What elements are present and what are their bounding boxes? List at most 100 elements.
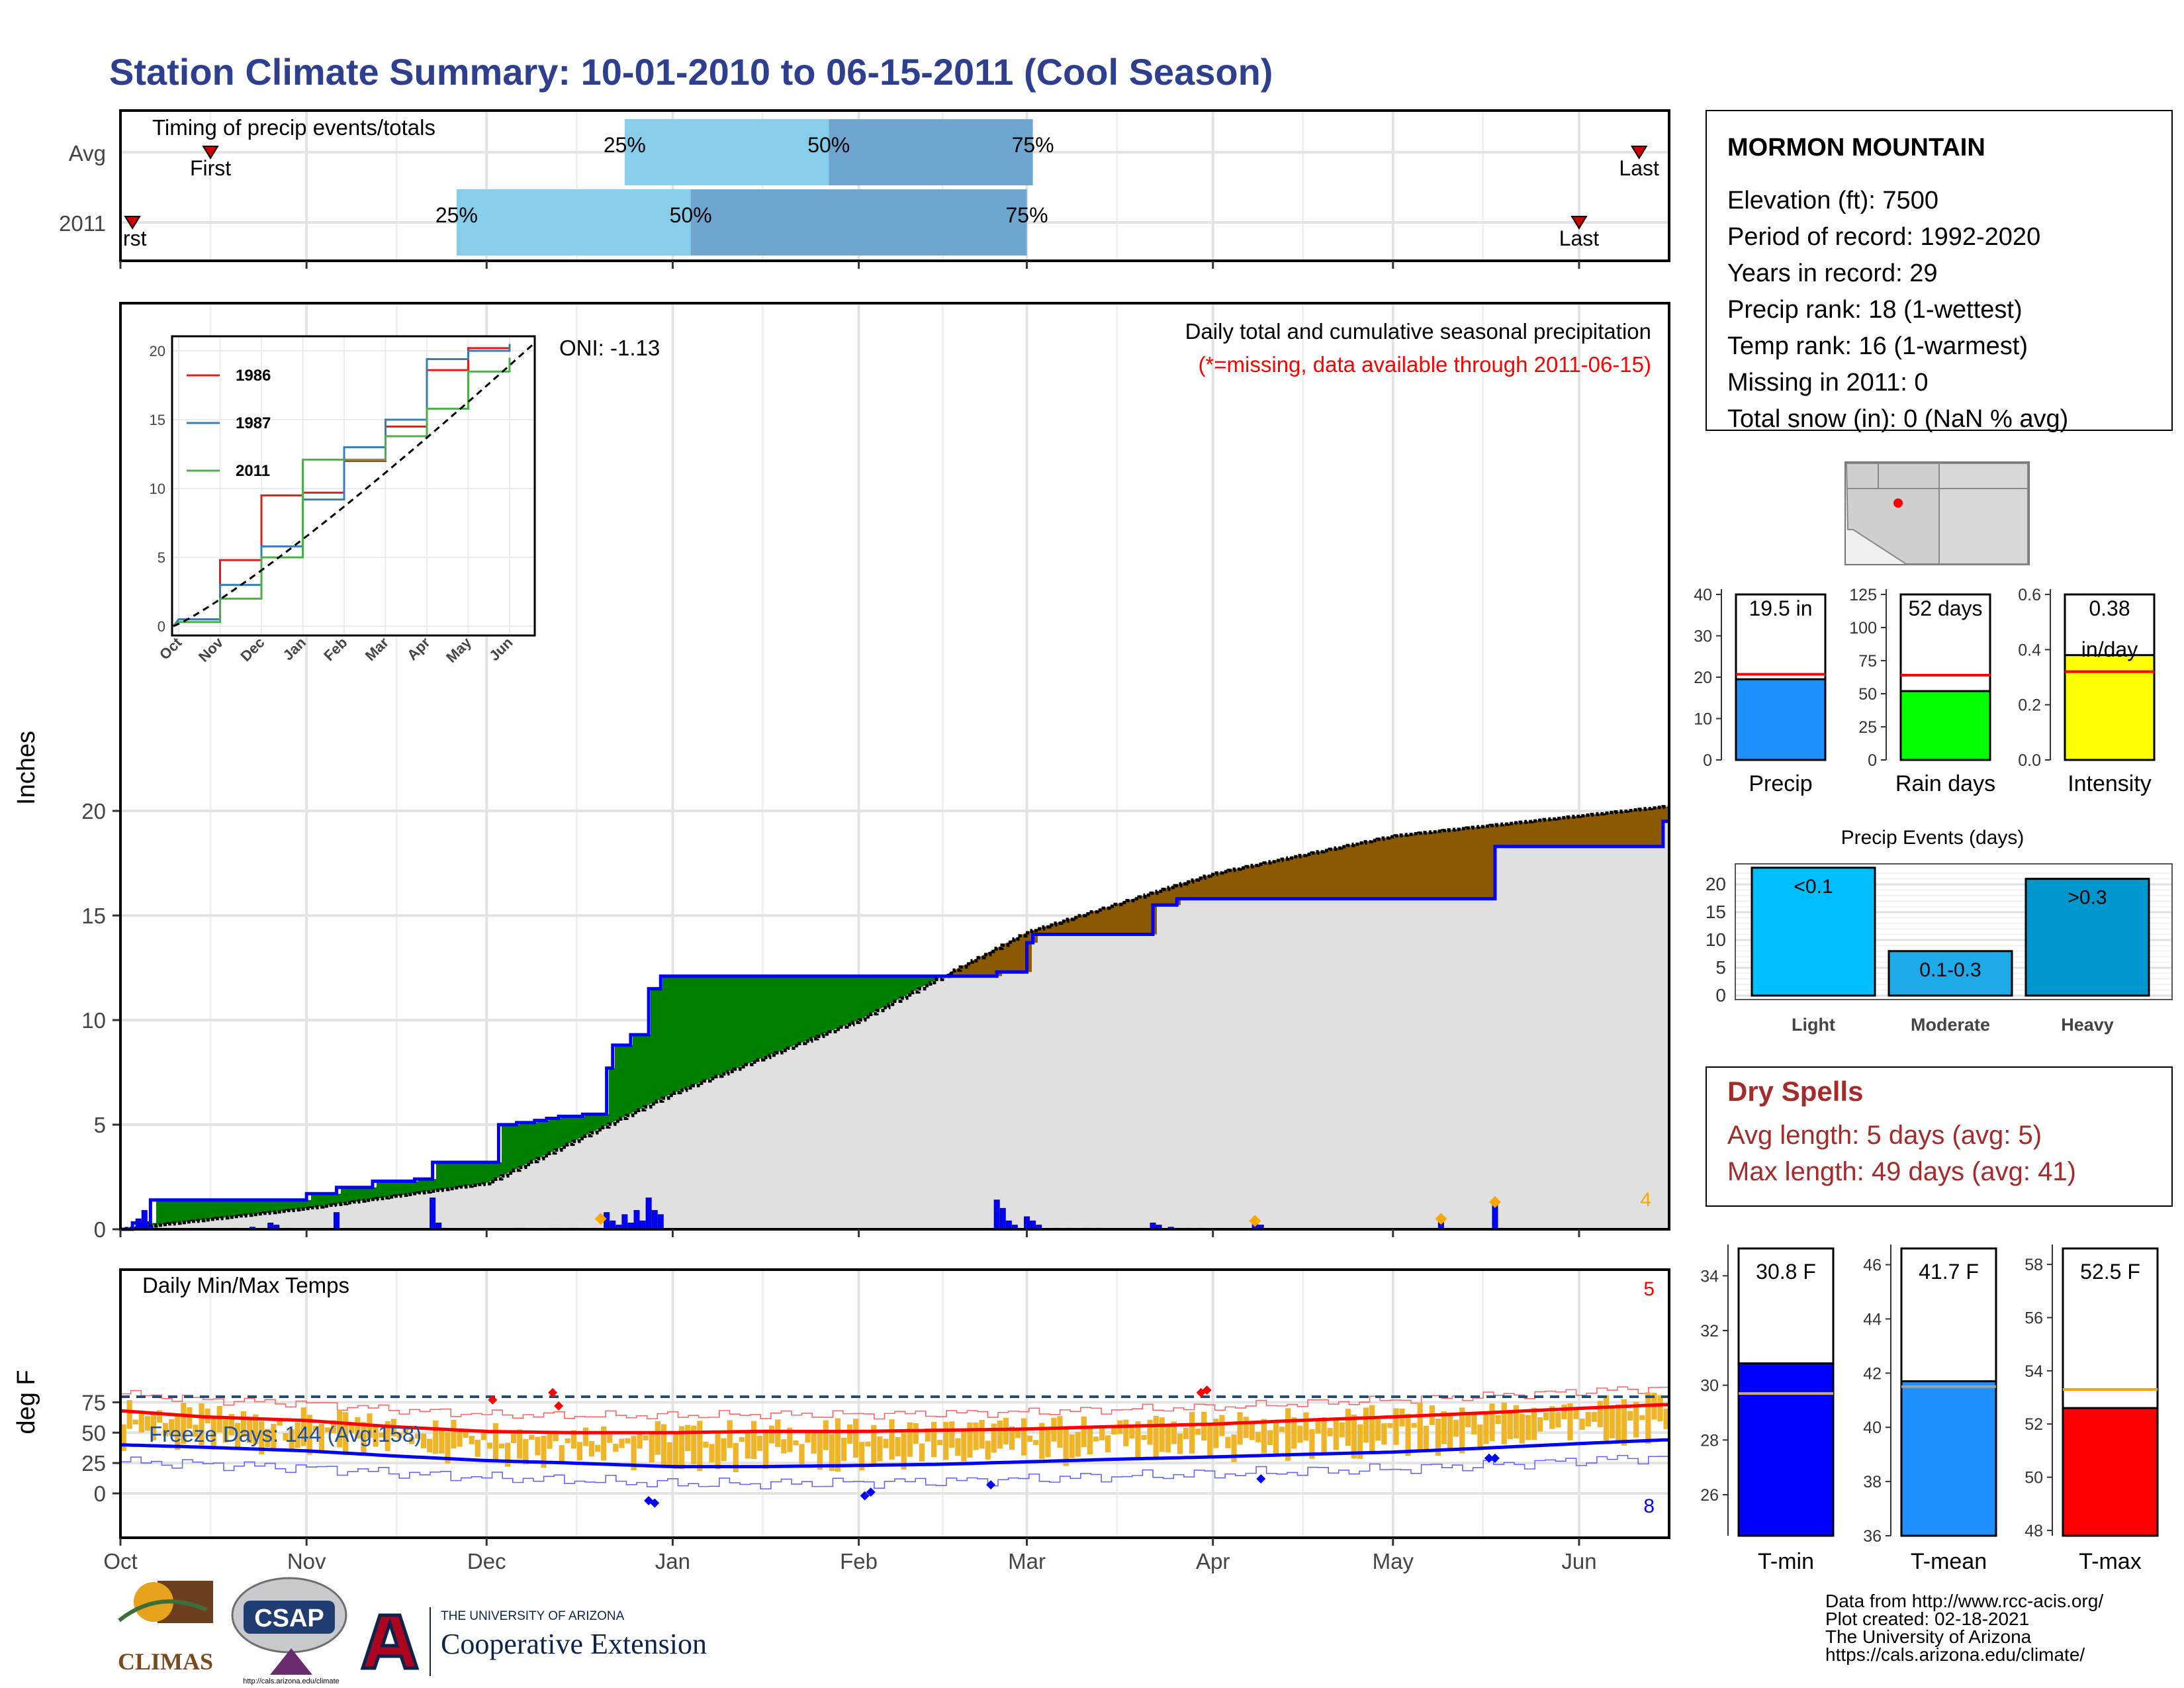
- temp-range-bar: [1219, 1415, 1225, 1436]
- daily-precip-bar: [651, 1210, 658, 1230]
- temp-range-bar: [1573, 1409, 1579, 1419]
- temp-range-bar: [289, 1429, 295, 1452]
- daily-precip-bar: [999, 1207, 1006, 1230]
- temp-range-bar: [931, 1422, 937, 1458]
- temp-range-bar: [913, 1423, 919, 1444]
- temp-summary-y-tick-label: 56: [2025, 1309, 2043, 1327]
- inset-background: [172, 336, 535, 635]
- record-low-marker: [1256, 1474, 1266, 1483]
- station-info-box: MORMON MOUNTAIN Elevation (ft): 7500 Peri…: [1706, 110, 2173, 433]
- temp-range-bar: [715, 1432, 721, 1470]
- temp-range-bar: [595, 1444, 601, 1452]
- temp-range-bar: [1297, 1425, 1303, 1443]
- summary-y-tick-label: 125: [1849, 586, 1877, 604]
- inset-frame: [171, 335, 536, 637]
- footer-line-4: https://cals.arizona.edu/climate/: [1825, 1644, 2085, 1665]
- temp-range-bar: [1201, 1411, 1207, 1441]
- record-high-envelope: [120, 1386, 1670, 1420]
- temp-range-bar: [1483, 1413, 1489, 1444]
- ua-cooperative-extension-logo: THE UNIVERSITY OF ARIZONA Cooperative Ex…: [360, 1607, 707, 1676]
- daily-precip-bar: [645, 1197, 652, 1230]
- temp-range-bar: [1129, 1426, 1135, 1438]
- precip-panel-frame: [119, 302, 1670, 1231]
- temp-range-bar: [979, 1419, 985, 1449]
- temp-range-bar: [1459, 1407, 1465, 1454]
- quartile-25-50-bar: [624, 119, 829, 185]
- temp-range-bar: [582, 1427, 589, 1446]
- temp-range-bar: [967, 1422, 973, 1458]
- temp-range-bar: [709, 1444, 715, 1463]
- temp-range-bar: [1009, 1426, 1015, 1450]
- temp-range-bar: [1657, 1395, 1663, 1422]
- temp-range-bar: [1537, 1417, 1543, 1432]
- record-high-marker: [548, 1387, 558, 1397]
- temp-summary-y-tick-label: 34: [1700, 1267, 1719, 1286]
- temp-range-bar: [601, 1426, 607, 1461]
- precip-y-tick-label: 0: [94, 1217, 106, 1242]
- summary-value-unit: in/day: [2081, 637, 2138, 661]
- temp-range-bar: [1081, 1416, 1087, 1448]
- temp-range-bar: [1153, 1415, 1159, 1460]
- temp-range-bar: [1621, 1399, 1627, 1446]
- inset-y-tick-label: 0: [158, 618, 165, 635]
- temp-summary-y-tick-label: 30: [1700, 1377, 1719, 1395]
- temp-range-bar: [1231, 1434, 1237, 1462]
- temp-summary-y-tick-label: 40: [1863, 1419, 1882, 1437]
- temp-range-bar: [619, 1438, 625, 1448]
- temp-range-bar: [961, 1431, 967, 1462]
- summary-value-label: 19.5 in: [1749, 596, 1812, 620]
- dry-spells-avg: Avg length: 5 days (avg: 5): [1727, 1121, 2042, 1150]
- csap-logo-badge: [244, 1601, 335, 1634]
- temp-summary-value-label: 52.5 F: [2080, 1260, 2140, 1284]
- temp-range-bar: [1327, 1428, 1333, 1436]
- temp-range-bar: [1351, 1414, 1357, 1459]
- temp-range-bar: [901, 1432, 907, 1470]
- timing-first-last-markers: First Last irst Last: [118, 146, 1659, 250]
- temp-range-bar: [181, 1403, 187, 1444]
- inset-x-tick-label: Nov: [195, 633, 227, 665]
- temp-range-bar: [973, 1422, 979, 1450]
- temp-range-bar: [1147, 1419, 1153, 1445]
- summary-y-tick-label: 0: [1868, 751, 1877, 770]
- inset-average-line: [173, 343, 535, 628]
- temp-range-bar: [1255, 1432, 1261, 1442]
- average-tmax-line: [120, 1403, 1670, 1434]
- temp-range-bar: [649, 1434, 655, 1463]
- temp-summary-bar: [1737, 1362, 1835, 1537]
- temp-range-bar: [853, 1419, 859, 1458]
- events-y-tick-label: 5: [1715, 957, 1726, 978]
- temp-range-bar: [1453, 1419, 1459, 1437]
- temp-range-bar: [210, 1419, 216, 1450]
- temp-range-bar: [1321, 1417, 1327, 1452]
- cumulative-average-line: [120, 805, 1669, 1231]
- events-category-label: Light: [1792, 1015, 1835, 1035]
- temp-range-bar: [1363, 1407, 1369, 1443]
- temp-range-bar: [283, 1432, 289, 1441]
- inset-x-tick-label: Oct: [156, 633, 185, 663]
- temp-summary-bar: [2062, 1407, 2159, 1537]
- temp-range-bar: [1183, 1427, 1189, 1440]
- temp-range-bar: [529, 1434, 535, 1440]
- temp-range-bar: [1579, 1418, 1585, 1430]
- temp-range-bar: [1135, 1421, 1141, 1460]
- temp-range-bar: [672, 1431, 679, 1469]
- temp-range-bar: [733, 1442, 739, 1473]
- temp-range-bar: [769, 1425, 775, 1444]
- last-event-marker: [1630, 146, 1648, 160]
- temp-summary-y-tick-label: 38: [1863, 1473, 1882, 1491]
- temp-range-bar: [1195, 1429, 1201, 1435]
- events-bar-label: >0.3: [2068, 887, 2107, 909]
- cumulative-inset: 0 5 10 15 20 Oct Nov Dec Jan Feb Mar Apr May Jun 1986…: [150, 335, 536, 666]
- temp-range-bar: [889, 1419, 895, 1460]
- temp-range-bar: [793, 1440, 799, 1446]
- temp-range-bar: [1033, 1440, 1039, 1445]
- inset-gridlines: [172, 336, 535, 635]
- temp-range-bar: [150, 1414, 157, 1441]
- inset-x-tick-label: Jun: [486, 634, 516, 664]
- events-y-tick-label: 10: [1706, 929, 1726, 950]
- climas-logo-swoosh: [118, 1599, 208, 1622]
- temp-range-bar: [300, 1407, 306, 1446]
- temp-range-bar: [120, 1424, 126, 1451]
- oni-label: ONI: -1.13: [559, 336, 660, 360]
- map-state-nm: [1938, 463, 2028, 565]
